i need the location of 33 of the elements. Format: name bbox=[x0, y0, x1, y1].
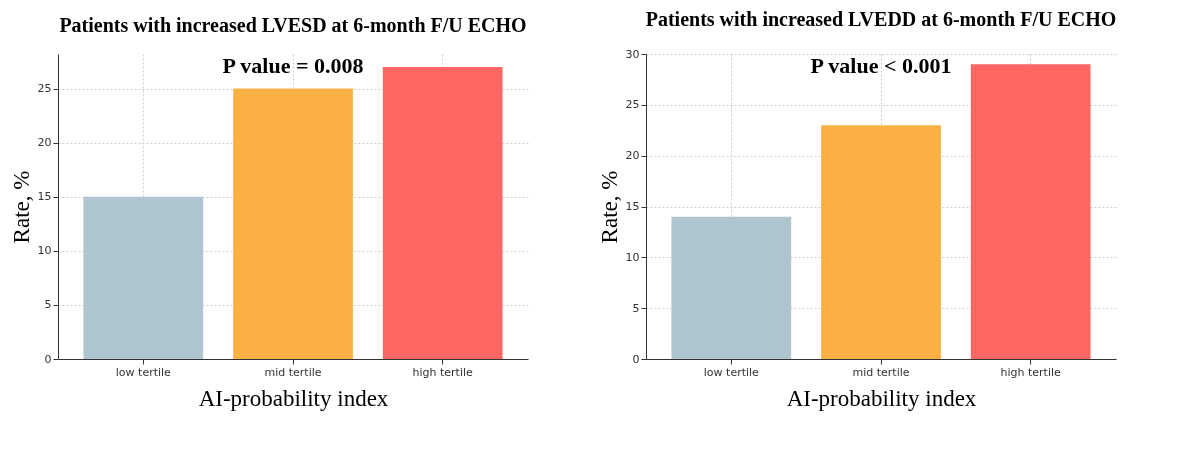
y-axis-title: Rate, % bbox=[596, 170, 622, 244]
y-tick-label: 20 bbox=[625, 149, 640, 163]
bar bbox=[83, 196, 204, 359]
annotation: P value < 0.001 bbox=[810, 53, 952, 78]
y-axis-title: Rate, % bbox=[8, 170, 34, 244]
bar bbox=[671, 216, 792, 359]
chart-title: Patients with increased LVEDD at 6-month F/U ECHO bbox=[645, 8, 1117, 30]
y-tick-label: 20 bbox=[37, 136, 52, 150]
y-tick-label: 25 bbox=[625, 98, 640, 112]
x-axis-title: AI-probability index bbox=[198, 385, 389, 411]
x-tick-label: low tertile bbox=[115, 365, 172, 379]
y-tick-label: 15 bbox=[37, 190, 52, 204]
chart-title: Patients with increased LVESD at 6-month F/U ECHO bbox=[59, 14, 527, 36]
y-tick-label: 10 bbox=[625, 250, 640, 264]
y-tick-label: 30 bbox=[625, 47, 640, 61]
y-tick-label: 15 bbox=[625, 200, 640, 213]
y-tick-label: 25 bbox=[37, 82, 52, 96]
y-tick-label: 5 bbox=[632, 301, 640, 315]
x-axis-title: AI-probability index bbox=[786, 385, 977, 411]
x-tick-label: high tertile bbox=[412, 365, 474, 379]
bar bbox=[821, 125, 941, 359]
y-tick-label: 0 bbox=[632, 352, 640, 366]
x-tick-label: high tertile bbox=[1000, 365, 1062, 379]
y-tick-label: 0 bbox=[44, 352, 52, 366]
bar bbox=[233, 88, 353, 359]
y-tick-label: 5 bbox=[44, 298, 52, 312]
bar bbox=[970, 64, 1091, 359]
x-tick-label: mid tertile bbox=[264, 365, 322, 379]
annotation: P value = 0.008 bbox=[222, 53, 364, 78]
y-tick-label: 10 bbox=[37, 244, 52, 258]
bar bbox=[382, 66, 503, 359]
x-tick-label: mid tertile bbox=[852, 365, 910, 379]
x-tick-label: low tertile bbox=[703, 365, 760, 379]
